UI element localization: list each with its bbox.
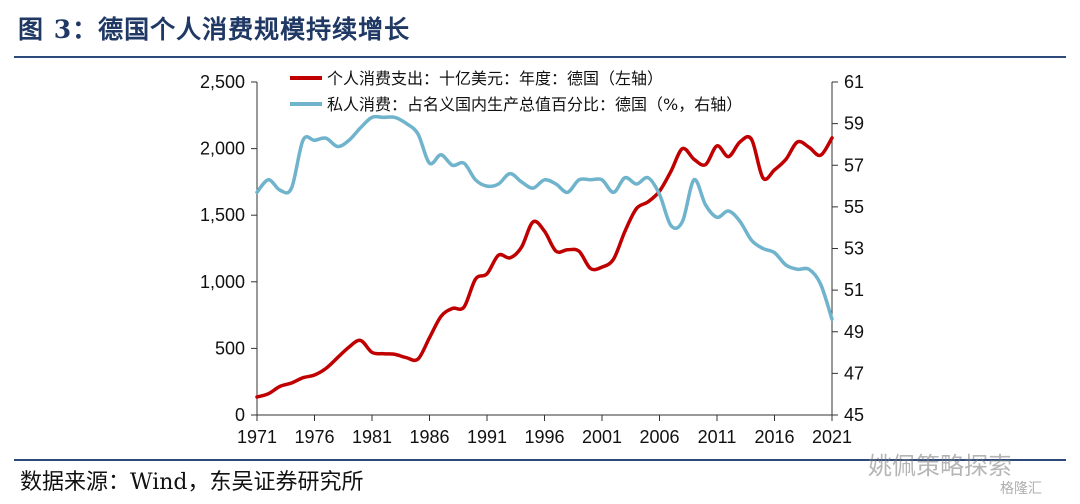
right-y-tick-label: 55 — [844, 197, 864, 217]
watermark-small-text: 格隆汇 — [1000, 481, 1042, 497]
series-line-consumer-spending — [255, 134, 834, 399]
x-tick-label: 2001 — [582, 427, 622, 447]
right-y-tick-label: 47 — [844, 363, 864, 383]
left-y-tick-label: 2,500 — [200, 72, 245, 92]
legend-label-0: 个人消费支出：十亿美元：年度：德国（左轴） — [327, 69, 663, 88]
x-tick-label: 1976 — [294, 427, 334, 447]
right-y-tick-label: 49 — [844, 322, 864, 342]
left-y-tick-label: 0 — [235, 405, 245, 425]
right-y-tick-label: 53 — [844, 239, 864, 259]
x-tick-label: 1981 — [352, 427, 392, 447]
legend-label-1: 私人消费：占名义国内生产总值百分比：德国（%，右轴） — [327, 95, 742, 114]
right-y-tick-label: 61 — [844, 72, 864, 92]
right-y-tick-label: 59 — [844, 114, 864, 134]
left-y-tick-label: 1,000 — [200, 272, 245, 292]
right-y-tick-label: 57 — [844, 155, 864, 175]
source-divider — [14, 459, 1066, 461]
x-tick-label: 2006 — [639, 427, 679, 447]
x-tick-label: 2011 — [698, 427, 737, 447]
left-y-tick-label: 500 — [215, 338, 245, 358]
x-tick-label: 2016 — [754, 427, 794, 447]
right-y-tick-label: 51 — [844, 280, 864, 300]
x-tick-label: 2021 — [812, 427, 852, 447]
x-tick-label: 1991 — [467, 427, 507, 447]
right-y-tick-label: 45 — [844, 405, 864, 425]
source-note: 数据来源：Wind，东吴证券研究所 — [20, 470, 364, 495]
x-tick-label: 1986 — [409, 427, 449, 447]
watermark-text: 姚佩策略探索 — [868, 452, 1012, 480]
left-y-tick-label: 2,000 — [200, 139, 245, 159]
x-tick-label: 1996 — [524, 427, 564, 447]
chart-title: 图 3：德国个人消费规模持续增长 — [18, 15, 411, 44]
x-tick-label: 1971 — [237, 427, 277, 447]
title-divider — [14, 56, 1066, 58]
series-line-private-consumption-share — [255, 114, 834, 322]
left-y-tick-label: 1,500 — [200, 205, 245, 225]
